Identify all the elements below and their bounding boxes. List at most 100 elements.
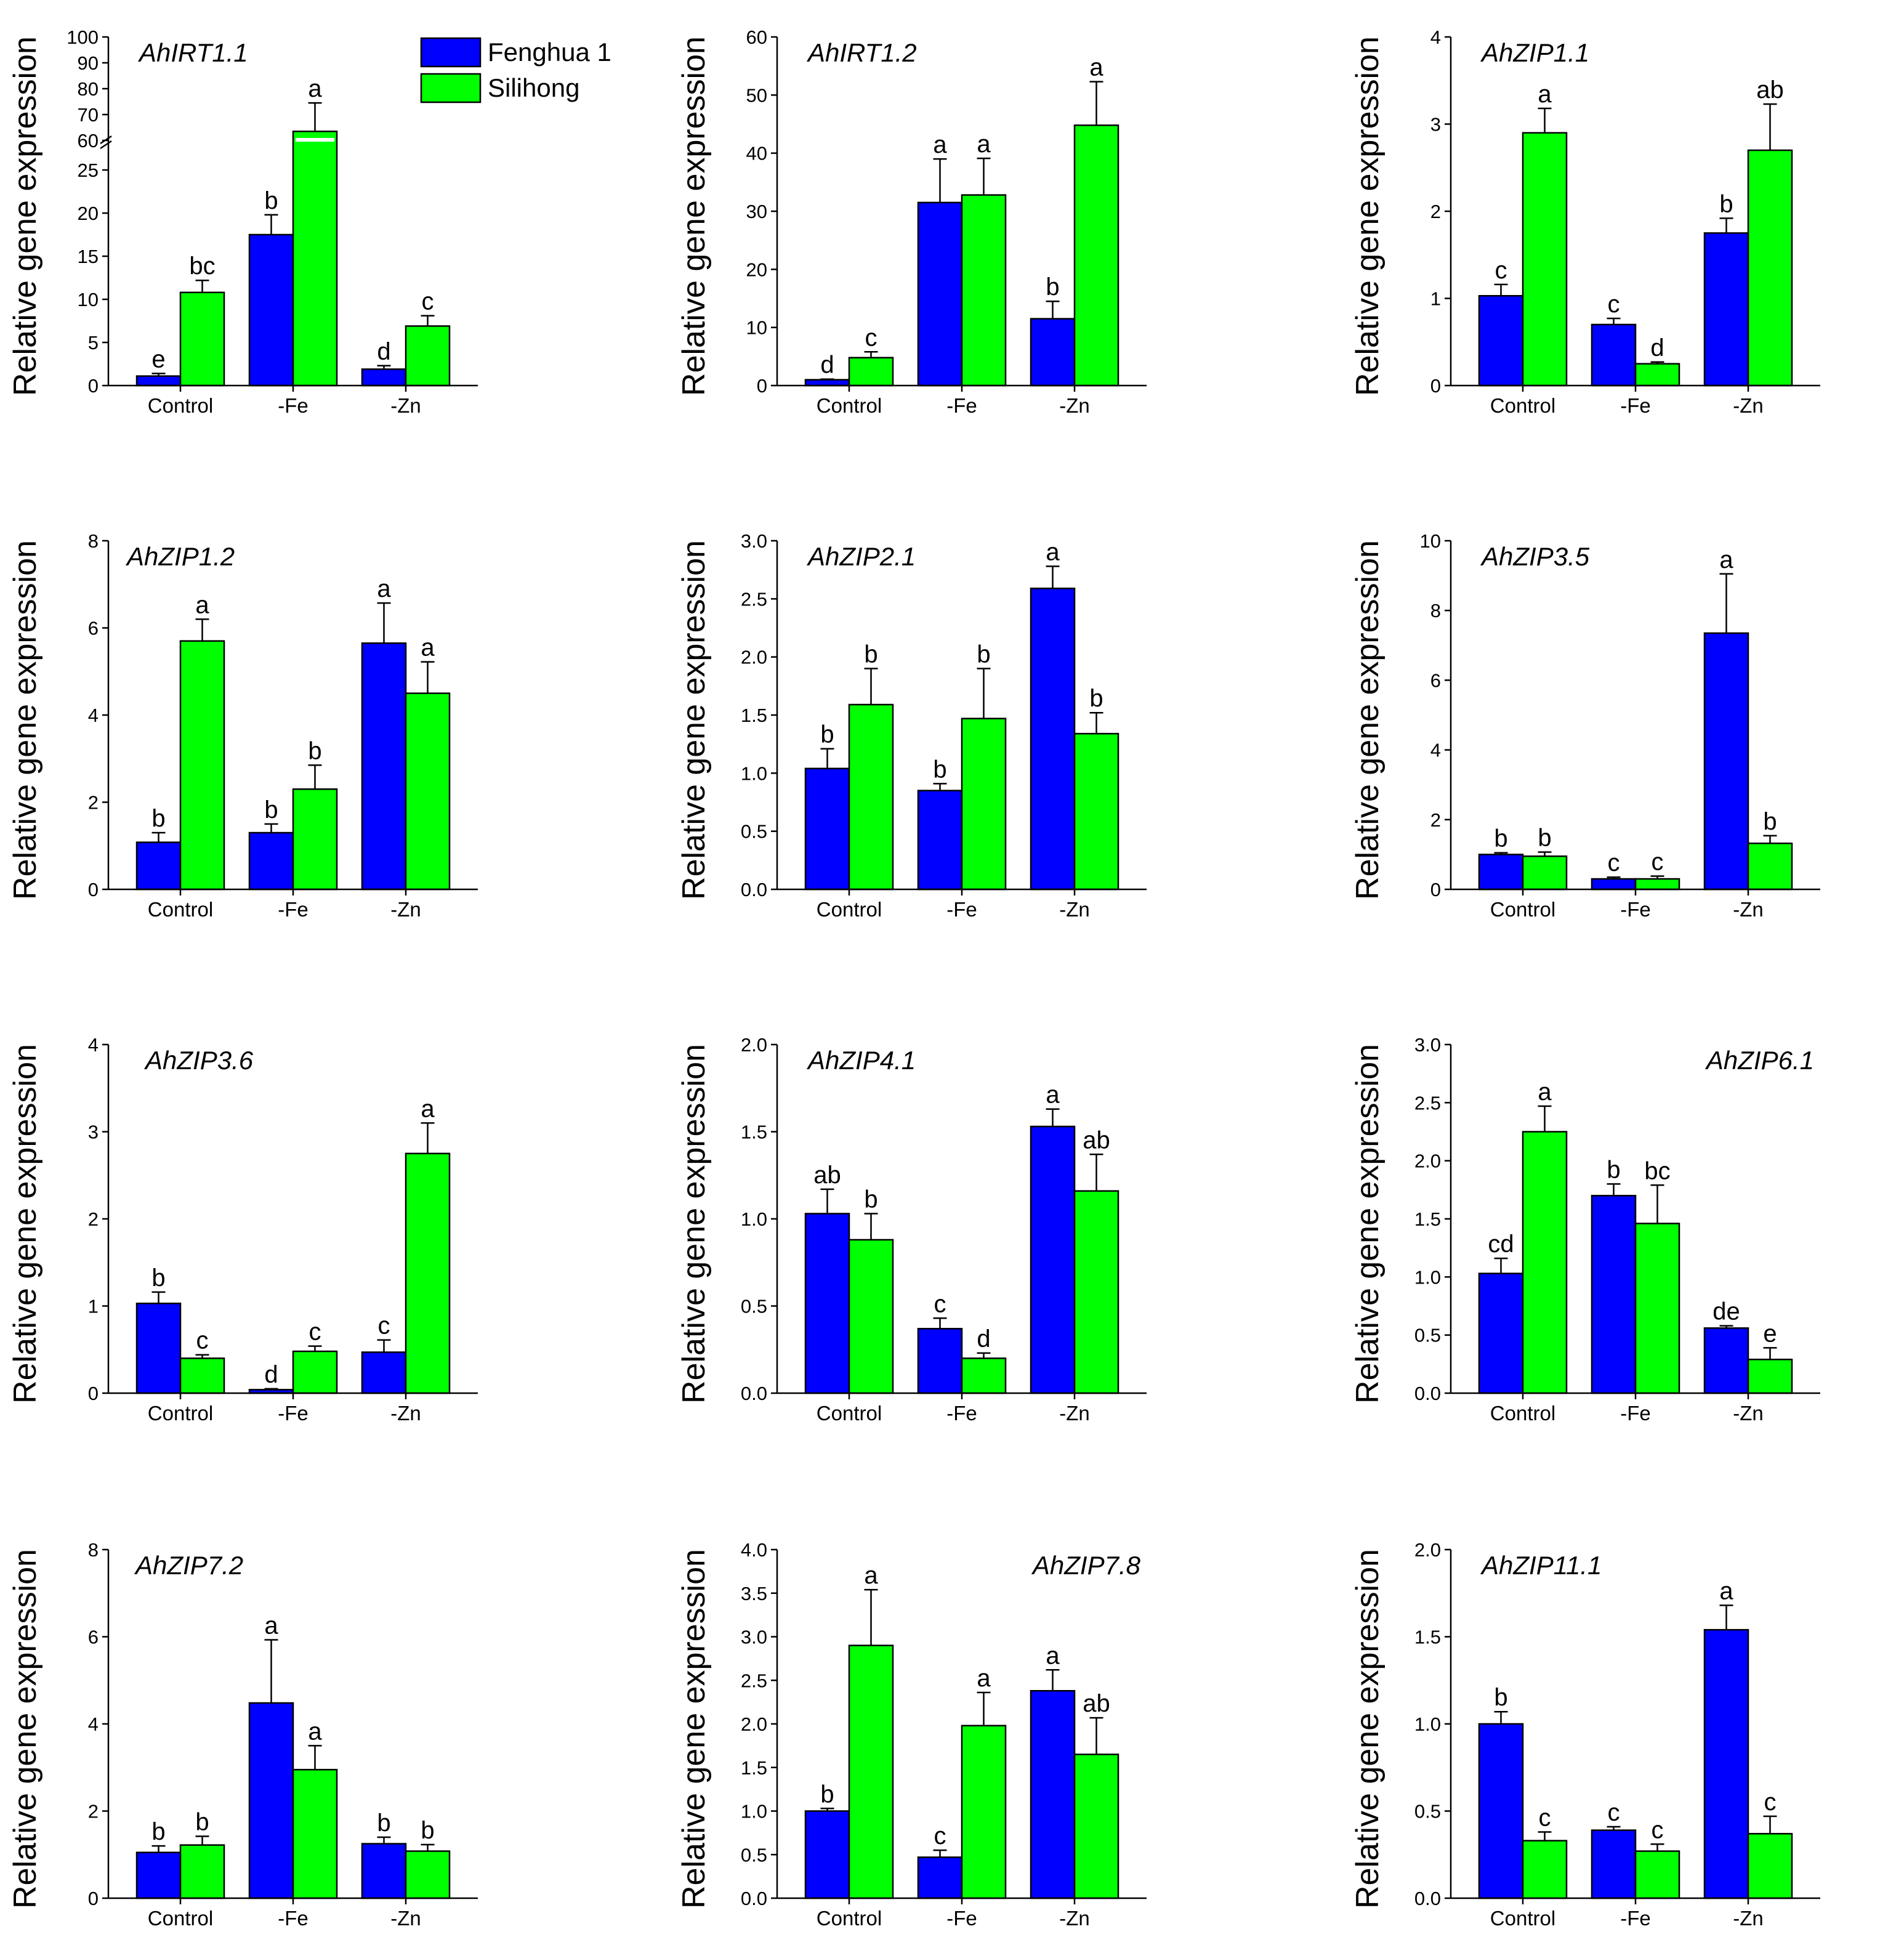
- chart-title: AhIRT1.1: [137, 38, 248, 67]
- significance-letter: a: [264, 1612, 278, 1639]
- y-axis-label: Relative gene expression: [676, 540, 712, 900]
- chart-title: AhZIP4.1: [806, 1046, 916, 1075]
- significance-letter: a: [308, 1718, 322, 1745]
- significance-letter: b: [151, 1818, 165, 1845]
- significance-letter: b: [1494, 1684, 1507, 1711]
- x-category-label: Control: [817, 1907, 882, 1930]
- y-tick-label: 1.5: [1414, 1208, 1441, 1230]
- y-tick-label: 1.0: [741, 762, 767, 784]
- y-axis-label: Relative gene expression: [676, 1044, 712, 1404]
- bar-silihong-minus-fe: [292, 1350, 338, 1394]
- bar-fenghua-1-control: [135, 1303, 182, 1394]
- y-tick-label: 0.0: [1414, 1383, 1441, 1404]
- significance-letter: e: [151, 346, 165, 373]
- significance-letter: b: [1538, 824, 1551, 851]
- y-axis-label: Relative gene expression: [7, 1549, 43, 1909]
- y-tick-label: 0: [88, 375, 99, 397]
- y-tick-label: 2.5: [1414, 1092, 1441, 1114]
- bar-silihong-minus-zn: [405, 692, 451, 891]
- chart-ahzip11-1: b c a c c c 0.0 0.5 1.0 1.5 2.0 Control -Fe -Zn Relati…: [1350, 1539, 1820, 1930]
- bar-fenghua-1-minus-zn: [1703, 232, 1749, 387]
- y-tick-label: 70: [78, 104, 99, 126]
- significance-letter: b: [151, 1264, 165, 1292]
- bar-fenghua-1-minus-zn: [361, 368, 407, 387]
- significance-letter: cd: [1488, 1231, 1514, 1258]
- x-category-label: -Zn: [1733, 898, 1764, 921]
- significance-letter: bc: [1644, 1157, 1670, 1184]
- significance-letter: d: [377, 338, 390, 365]
- bar-fenghua-1-control: [804, 379, 850, 387]
- y-tick-label: 4: [88, 1034, 99, 1056]
- y-tick-label: 60: [78, 130, 99, 152]
- y-tick-label: 0.5: [741, 1296, 767, 1317]
- y-tick-label: 0: [88, 879, 99, 900]
- significance-letter: b: [264, 796, 278, 823]
- y-tick-label: 1: [1430, 288, 1441, 310]
- significance-letter: a: [1538, 1078, 1552, 1106]
- y-tick-label: 0: [88, 1888, 99, 1909]
- x-category-label: -Zn: [1059, 898, 1090, 921]
- significance-letter: c: [934, 1822, 946, 1850]
- y-tick-label: 1.5: [741, 705, 767, 726]
- significance-letter: a: [977, 131, 991, 158]
- x-category-label: Control: [1490, 394, 1555, 417]
- bar-silihong-minus-zn: [1747, 1359, 1793, 1394]
- significance-letter: b: [1046, 273, 1059, 301]
- legend: Fenghua 1 Silihong: [420, 37, 611, 103]
- y-tick-label: 3.5: [741, 1583, 767, 1604]
- y-tick-label: 6: [88, 618, 99, 639]
- x-category-label: -Fe: [1620, 898, 1651, 921]
- y-tick-label: 80: [78, 78, 99, 100]
- chart-ahzip2-1: b b a b b b 0.0 0.5 1.0 1.5 2.0 2.5 3.0 Control -Fe -Zn…: [676, 530, 1147, 921]
- x-category-label: -Fe: [946, 1402, 977, 1425]
- significance-letter: b: [864, 641, 877, 668]
- x-category-label: -Fe: [278, 898, 309, 921]
- chart-title: AhZIP6.1: [1704, 1046, 1814, 1075]
- chart-ahzip7-8: bcaaaab0.00.51.01.52.02.53.03.54.0Contro…: [676, 1539, 1147, 1930]
- significance-letter: bc: [189, 253, 215, 280]
- y-tick-label: 0.5: [1414, 1801, 1441, 1822]
- axis-break-mark: [100, 140, 112, 150]
- chart-title: AhZIP11.1: [1480, 1551, 1602, 1580]
- y-tick-label: 8: [88, 530, 99, 552]
- significance-letter: b: [308, 737, 321, 764]
- bar-silihong-control: [1522, 855, 1568, 891]
- y-tick-label: 10: [78, 289, 99, 310]
- bar-fenghua-1-minus-fe: [248, 831, 294, 891]
- y-tick-label: 4: [88, 1713, 99, 1735]
- bar-fenghua-1-minus-zn: [361, 1843, 407, 1899]
- bar-fenghua-1-minus-zn: [1030, 1689, 1076, 1899]
- significance-letter: b: [1089, 685, 1103, 712]
- y-tick-label: 1.0: [1414, 1266, 1441, 1288]
- bar-silihong-minus-fe: [961, 1725, 1007, 1899]
- significance-letter: c: [1652, 848, 1664, 875]
- significance-letter: c: [1539, 1804, 1551, 1831]
- bar-silihong-control: [848, 1239, 894, 1394]
- bar-fenghua-1-minus-zn: [1703, 632, 1749, 891]
- significance-letter: b: [151, 805, 165, 832]
- y-tick-label: 0.5: [741, 1844, 767, 1866]
- bar-silihong-control: [179, 640, 225, 891]
- y-tick-label: 60: [746, 26, 767, 48]
- bar-fenghua-1-minus-fe: [917, 1328, 963, 1394]
- significance-letter: d: [1650, 334, 1664, 362]
- bar-fenghua-1-minus-zn: [1703, 1327, 1749, 1394]
- x-category-label: -Zn: [390, 394, 421, 417]
- chart-title: AhZIP7.8: [1031, 1551, 1141, 1580]
- bar-silihong-control: [179, 1844, 225, 1899]
- significance-letter: b: [264, 187, 278, 214]
- chart-title: AhIRT1.2: [806, 38, 917, 67]
- bar-silihong-minus-fe: [1634, 1850, 1680, 1899]
- y-axis-label: Relative gene expression: [7, 540, 43, 900]
- y-tick-label: 5: [88, 332, 99, 354]
- y-tick-label: 2: [88, 792, 99, 814]
- bar-fenghua-1-control: [135, 841, 182, 891]
- bar-silihong-control: [179, 1357, 225, 1394]
- significance-letter: b: [820, 721, 834, 748]
- y-tick-label: 2: [1430, 201, 1441, 222]
- significance-letter: ab: [1083, 1126, 1110, 1154]
- chart-ahzip3-6: b d c c c a 0 1 2 3 4 Control -Fe -Zn Relative gene ex…: [7, 1034, 478, 1425]
- bar-fenghua-1-minus-zn: [361, 1351, 407, 1394]
- legend-label: Silihong: [488, 73, 579, 102]
- bar-silihong-minus-fe: [292, 1769, 338, 1899]
